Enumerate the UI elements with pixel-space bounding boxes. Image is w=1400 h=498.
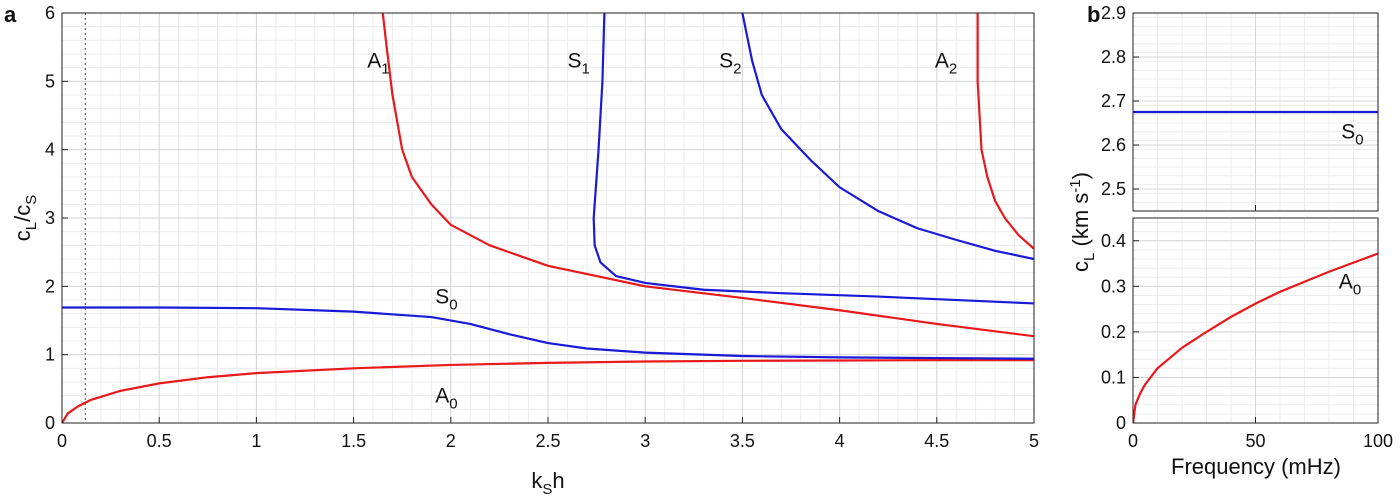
panel-a-ytick-label: 3 bbox=[45, 208, 55, 228]
panel-a-curve-label-s2: S2 bbox=[719, 50, 741, 78]
panel-b-sub1-ytick-label: 2.9 bbox=[1101, 3, 1126, 23]
panel-b-ylabel: cL (km s-1) bbox=[1067, 172, 1098, 272]
panel-b-sub2-ytick-label: 0.2 bbox=[1101, 322, 1126, 342]
panel-b-sub2-ytick-label: 0.3 bbox=[1101, 276, 1126, 296]
panel-a-xtick-label: 2.5 bbox=[535, 431, 560, 451]
panel-b-ylabel-c: c bbox=[1068, 261, 1093, 272]
panel-b-sub1-ytick-label: 2.6 bbox=[1101, 135, 1126, 155]
panel-b-xlabel: Frequency (mHz) bbox=[1171, 454, 1341, 479]
panel-b-ylabel-sub: L bbox=[1081, 253, 1098, 261]
panel-a-curve-label-s0: S0 bbox=[435, 285, 457, 313]
panel-a-xtick-label: 4 bbox=[835, 431, 845, 451]
panel-a-xtick-label: 5 bbox=[1029, 431, 1039, 451]
panel-a-ytick-label: 0 bbox=[45, 413, 55, 433]
panel-a-xtick-label: 0.5 bbox=[147, 431, 172, 451]
panel-a-curve-label-a0: A0 bbox=[435, 385, 457, 413]
panel-a-ylabel: cL/cS bbox=[10, 195, 40, 241]
panel-a-curve-label-s1: S1 bbox=[567, 50, 589, 78]
panel-b-chart: 2.5 2.6 2.7 2.8 2.9 S0 0 50 100 0 0.1 0.2 0.3 0.4 A0 bbox=[1101, 3, 1393, 451]
panel-b-ylabel-sup: -1 bbox=[1067, 179, 1084, 192]
panel-b-ylabel-unit: (km s bbox=[1068, 193, 1093, 253]
panel-a-xlabel-tail: h bbox=[552, 468, 564, 493]
panel-a-series-a0 bbox=[62, 359, 1034, 423]
panel-a-xtick-label: 1.5 bbox=[341, 431, 366, 451]
panel-b-sub2-ytick-label: 0 bbox=[1116, 413, 1126, 433]
panel-a-ylabel-s2: S bbox=[23, 195, 40, 205]
panel-b-sub2-series-a0 bbox=[1133, 252, 1378, 423]
panel-a-xtick-label: 3.5 bbox=[730, 431, 755, 451]
panel-a-series-a2 bbox=[976, 13, 1034, 250]
panel-letter-b: b bbox=[1087, 2, 1100, 27]
panel-b-sub2-ytick-label: 0.4 bbox=[1101, 231, 1126, 251]
panel-a-xtick-label: 0 bbox=[57, 431, 67, 451]
panel-a-ytick-label: 6 bbox=[45, 3, 55, 23]
panel-a-ylabel-slash: /c bbox=[10, 205, 35, 222]
panel-b-sub1-ytick-label: 2.5 bbox=[1101, 179, 1126, 199]
panel-b-sub1-curve-label-s0: S0 bbox=[1341, 120, 1363, 148]
panel-a-xlabel-sub: S bbox=[542, 481, 552, 498]
panel-b-sub1-ytick-label: 2.7 bbox=[1101, 91, 1126, 111]
panel-a-xtick-label: 3 bbox=[640, 431, 650, 451]
panel-a-series-s2 bbox=[741, 13, 1034, 261]
panel-a-ytick-label: 4 bbox=[45, 140, 55, 160]
panel-a-curve-label-a1: A1 bbox=[367, 50, 389, 78]
panel-a-ylabel-c1: c bbox=[10, 230, 35, 241]
panel-a-xtick-label: 4.5 bbox=[924, 431, 949, 451]
panel-a-xlabel: kSh bbox=[531, 468, 564, 498]
panel-b-sub2-xtick-label: 0 bbox=[1128, 431, 1138, 451]
panel-a-xtick-label: 1 bbox=[251, 431, 261, 451]
panel-a-series-a1 bbox=[381, 13, 1034, 338]
panel-letter-a: a bbox=[4, 2, 17, 27]
panel-a-chart: 0 0.5 1 1.5 2 2.5 3 3.5 4 4.5 5 0 1 2 3 4 5 6 A1 S1 S2 A2 S0 A0 bbox=[45, 3, 1039, 451]
panel-a-curve-label-a2: A2 bbox=[935, 50, 957, 78]
panel-b-sub2-ytick-label: 0.1 bbox=[1101, 367, 1126, 387]
panel-b-sub2-curve-label-a0: A0 bbox=[1339, 271, 1361, 299]
panel-b-sub2-xtick-label: 100 bbox=[1363, 431, 1393, 451]
panel-a-ytick-label: 1 bbox=[45, 345, 55, 365]
panel-b-sub1-ytick-label: 2.8 bbox=[1101, 47, 1126, 67]
panel-a-ytick-label: 2 bbox=[45, 276, 55, 296]
panel-a-xtick-label: 2 bbox=[446, 431, 456, 451]
panel-a-series-s0 bbox=[62, 306, 1034, 360]
panel-a-series-s1 bbox=[592, 13, 1034, 305]
panel-a-ylabel-s1: L bbox=[23, 222, 40, 230]
panel-b-sub2-xtick-label: 50 bbox=[1245, 431, 1265, 451]
panel-a-xlabel-main: k bbox=[531, 468, 543, 493]
panel-b-ylabel-close: ) bbox=[1068, 172, 1093, 179]
panel-a-ytick-label: 5 bbox=[45, 71, 55, 91]
